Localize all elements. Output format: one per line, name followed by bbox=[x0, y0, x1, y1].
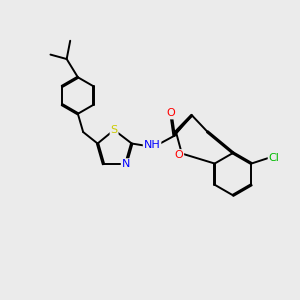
Text: Cl: Cl bbox=[268, 153, 280, 163]
Text: N: N bbox=[122, 159, 130, 169]
Text: O: O bbox=[175, 150, 183, 160]
Text: S: S bbox=[110, 125, 118, 135]
Text: NH: NH bbox=[144, 140, 160, 150]
Text: O: O bbox=[167, 109, 176, 118]
